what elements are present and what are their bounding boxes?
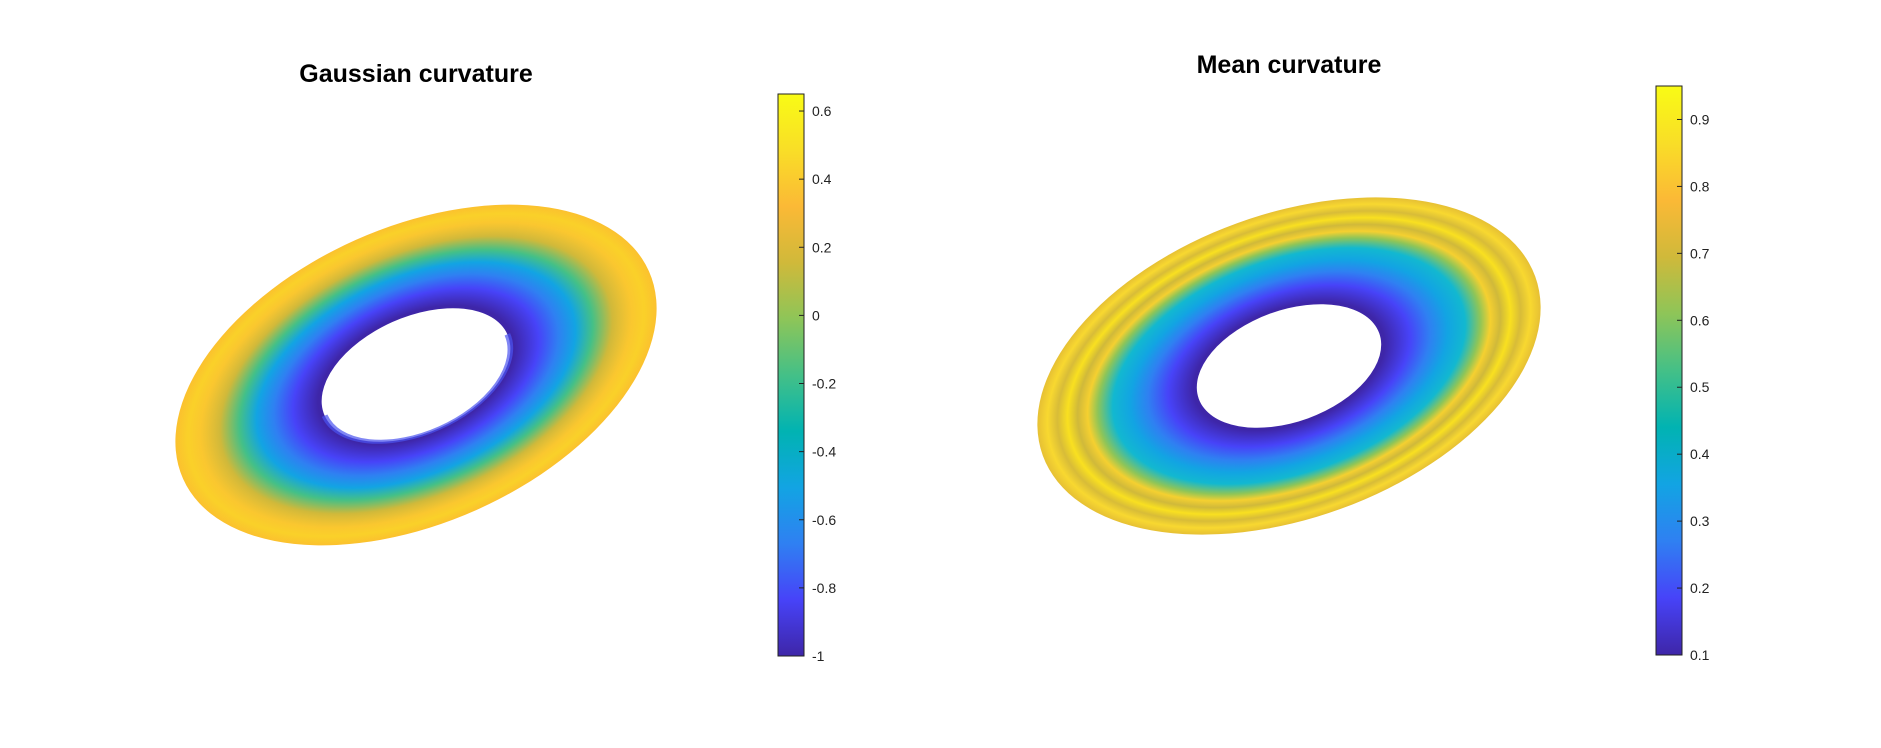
colorbar-tick-label: -0.2 bbox=[812, 376, 836, 392]
colorbar-tick-label: 0.5 bbox=[1690, 379, 1710, 395]
colorbar-tick-label: 0.6 bbox=[812, 103, 832, 119]
colorbar: 0.6 0.4 0.2 0 -0.2 -0.4 -0.6 -0.8 -1 bbox=[777, 93, 836, 664]
colorbar-tick-label: 0.9 bbox=[1690, 111, 1710, 127]
colorbar-tick-label: -0.6 bbox=[812, 512, 836, 528]
torus-surface bbox=[175, 204, 657, 546]
chart-title: Gaussian curvature bbox=[299, 60, 533, 88]
colorbar-tick-label: 0.1 bbox=[1690, 647, 1710, 663]
colorbar-tick-label: -0.8 bbox=[812, 580, 836, 596]
colorbar-tick-label: 0.6 bbox=[1690, 312, 1710, 328]
colorbar-tick-label: 0.7 bbox=[1690, 245, 1710, 261]
mean-plot: 0.9 0.8 0.7 0.6 0.5 0.4 0.3 0.2 0.1 bbox=[1037, 85, 1710, 663]
colorbar-gradient bbox=[1655, 85, 1683, 656]
colorbar-tick-label: 0.4 bbox=[1690, 446, 1710, 462]
colorbar-tick-label: 0 bbox=[812, 307, 820, 323]
colorbar-tick-label: 0.2 bbox=[1690, 580, 1710, 596]
colorbar-tick-label: 0.3 bbox=[1690, 513, 1710, 529]
gaussian-plot: 0.6 0.4 0.2 0 -0.2 -0.4 -0.6 -0.8 -1 bbox=[175, 93, 836, 664]
chart-title: Mean curvature bbox=[1196, 51, 1382, 79]
colorbar-tick-label: -1 bbox=[812, 648, 825, 664]
colorbar-tick-label: 0.8 bbox=[1690, 178, 1710, 194]
gaussian-curvature-panel: Gaussian curvature bbox=[0, 0, 940, 748]
colorbar-tick-label: 0.4 bbox=[812, 171, 832, 187]
colorbar-tick-label: -0.4 bbox=[812, 444, 836, 460]
colorbar: 0.9 0.8 0.7 0.6 0.5 0.4 0.3 0.2 0.1 bbox=[1655, 85, 1710, 663]
mean-curvature-panel: Mean curvature 0.9 0.8 0. bbox=[940, 0, 1881, 748]
torus-surface bbox=[1037, 197, 1541, 535]
colorbar-gradient bbox=[777, 93, 805, 657]
colorbar-tick-label: 0.2 bbox=[812, 239, 832, 255]
